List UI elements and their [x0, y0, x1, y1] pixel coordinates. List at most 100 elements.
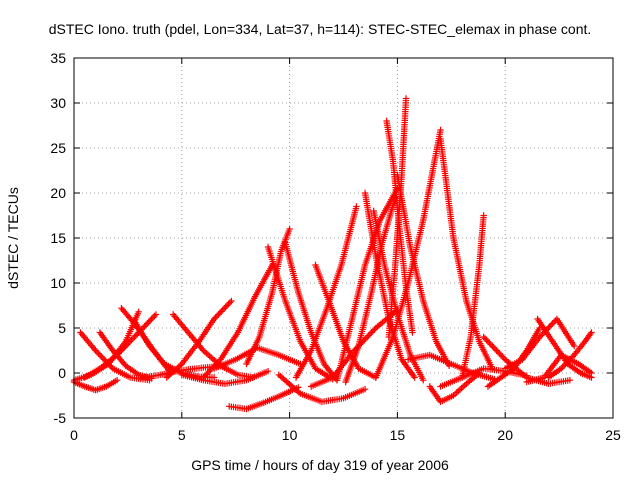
data-point — [212, 314, 219, 321]
data-point — [92, 347, 99, 354]
chart-title: dSTEC Iono. truth (pdel, Lon=334, Lat=37… — [49, 21, 592, 37]
data-point — [411, 374, 418, 381]
data-point — [480, 212, 487, 219]
y-tick-label: -5 — [54, 410, 67, 426]
data-point — [402, 95, 410, 102]
x-axis-label: GPS time / hours of day 319 of year 2006 — [191, 457, 449, 473]
data-point — [95, 350, 102, 357]
data-point — [218, 308, 225, 315]
data-point — [456, 386, 464, 393]
data-point — [364, 333, 371, 341]
data-point — [98, 353, 105, 360]
data-point — [455, 387, 462, 395]
data-point — [146, 317, 154, 324]
series-arc — [404, 351, 498, 383]
data-point — [221, 305, 228, 312]
data-point — [119, 345, 127, 353]
series-arc — [484, 324, 543, 390]
series-arc — [200, 261, 276, 381]
y-tick-label: 20 — [50, 185, 66, 201]
data-point — [215, 311, 222, 318]
data-point — [152, 311, 160, 318]
data-point — [228, 297, 235, 305]
data-point — [569, 353, 576, 360]
data-point — [490, 344, 497, 351]
data-point — [207, 366, 214, 374]
data-point — [149, 314, 157, 321]
data-point — [93, 348, 101, 356]
data-point — [203, 371, 210, 378]
y-tick-label: 15 — [50, 230, 66, 246]
y-tick-label: 5 — [58, 320, 66, 336]
data-point — [135, 308, 142, 315]
data-point — [225, 300, 232, 308]
data-point — [588, 329, 595, 336]
data-point — [497, 351, 505, 359]
data-point — [559, 363, 566, 371]
x-tick-label: 25 — [605, 427, 621, 443]
data-point — [142, 321, 150, 329]
data-point — [141, 323, 148, 330]
data-point — [566, 356, 574, 363]
data-points — [70, 95, 595, 413]
data-point — [264, 368, 272, 375]
series-arc — [81, 311, 160, 381]
data-point — [177, 362, 184, 369]
data-point — [566, 377, 574, 384]
series-arc — [275, 371, 369, 405]
data-point — [486, 339, 493, 347]
data-point — [286, 225, 293, 233]
data-point — [369, 327, 377, 335]
y-tick-label: 25 — [50, 140, 66, 156]
data-point — [558, 365, 565, 372]
data-point — [200, 374, 207, 381]
data-point — [547, 321, 555, 329]
series-arc — [226, 384, 302, 413]
data-point — [121, 344, 128, 351]
data-point — [568, 354, 575, 362]
series-arc — [437, 135, 496, 372]
data-point — [563, 359, 571, 366]
data-point — [362, 335, 369, 342]
x-tick-label: 15 — [390, 427, 406, 443]
data-point — [132, 332, 140, 339]
data-point — [484, 338, 492, 345]
data-point — [549, 320, 556, 327]
series-arc — [545, 329, 595, 381]
data-point — [437, 126, 444, 134]
data-point — [459, 383, 467, 390]
data-point — [494, 348, 502, 356]
x-tick-label: 20 — [497, 427, 513, 443]
series-arc — [394, 171, 453, 369]
series-arc — [458, 212, 487, 381]
series-arc — [292, 203, 360, 381]
series-arc — [282, 239, 341, 384]
series-arc — [178, 368, 272, 387]
data-point — [562, 360, 569, 368]
data-point — [496, 350, 503, 357]
y-tick-label: 10 — [50, 275, 66, 291]
data-point — [537, 332, 545, 339]
series-arc — [372, 126, 444, 381]
data-point — [215, 357, 223, 365]
data-point — [118, 347, 125, 354]
data-point — [371, 326, 378, 333]
data-point — [539, 330, 546, 338]
series-arc — [333, 185, 401, 384]
data-point — [366, 330, 374, 338]
series-arc — [437, 365, 530, 390]
data-point — [222, 303, 229, 311]
data-point — [489, 342, 496, 350]
data-point — [458, 384, 465, 392]
data-point — [96, 351, 104, 359]
data-point — [500, 354, 507, 362]
data-point — [226, 299, 234, 306]
data-point — [116, 348, 124, 356]
data-point — [546, 323, 553, 330]
data-point — [144, 320, 151, 327]
data-point — [480, 333, 487, 341]
data-point — [223, 302, 231, 309]
data-point — [204, 369, 211, 377]
data-point — [128, 336, 135, 344]
data-point — [570, 342, 578, 350]
